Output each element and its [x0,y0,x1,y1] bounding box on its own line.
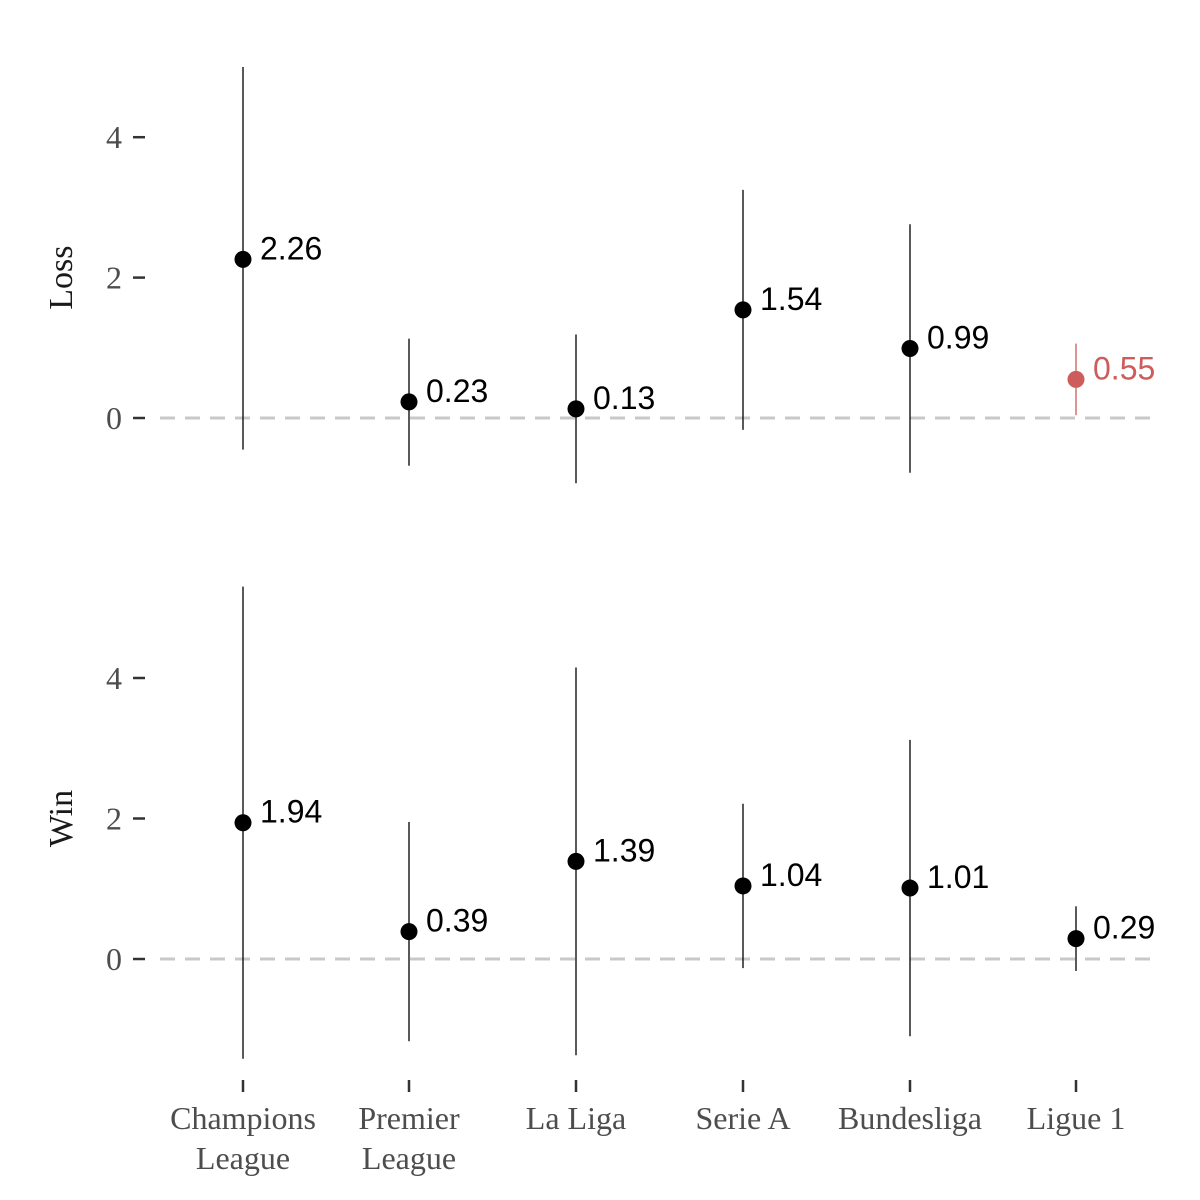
y-tick-label: 4 [106,660,122,696]
x-tick-label: Premier League [358,1100,460,1176]
data-point [901,879,919,897]
data-label: 0.23 [426,373,488,409]
data-label: 0.29 [1093,910,1155,946]
data-point [1067,930,1085,948]
data-label: 2.26 [260,230,322,266]
x-tick-label: Ligue 1 [1027,1100,1126,1136]
x-tick-label: Bundesliga [838,1100,982,1136]
data-label: 0.13 [593,380,655,416]
data-point [400,923,418,941]
data-label: 1.01 [927,859,989,895]
data-label: 1.39 [593,832,655,868]
data-label: 1.94 [260,794,322,830]
facet-label: Loss [43,245,80,309]
y-tick-label: 0 [106,941,122,977]
x-tick-label: Champions League [170,1100,316,1176]
data-point [400,393,418,411]
data-point [901,340,919,358]
y-tick-label: 2 [106,801,122,837]
data-point [734,301,752,319]
data-point [234,250,252,268]
facet-label: Win [43,790,80,847]
x-tick-label: La Liga [526,1100,626,1136]
y-tick-label: 0 [106,400,122,436]
data-label: 1.04 [760,857,822,893]
data-label: 0.39 [426,903,488,939]
data-point [567,400,585,418]
data-point [1067,370,1085,388]
data-label: 0.55 [1093,350,1155,386]
x-tick-label: Serie A [695,1100,790,1136]
data-point [567,852,585,870]
y-tick-label: 2 [106,260,122,296]
data-label: 1.54 [760,281,822,317]
y-tick-label: 4 [106,119,122,155]
data-label: 0.99 [927,320,989,356]
data-point [234,814,252,832]
data-point [734,877,752,895]
